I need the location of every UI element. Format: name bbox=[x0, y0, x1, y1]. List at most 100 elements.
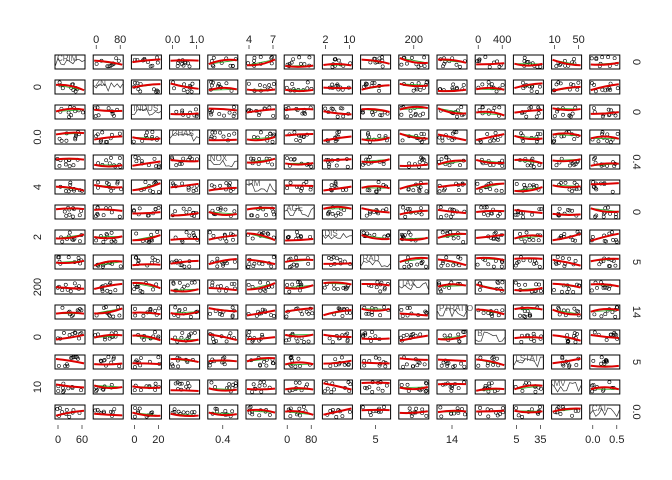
panel bbox=[54, 279, 86, 295]
panel bbox=[436, 79, 468, 95]
panel-frame bbox=[551, 229, 583, 245]
point-decor bbox=[251, 264, 256, 269]
point-decor bbox=[218, 183, 222, 188]
panel bbox=[283, 404, 315, 420]
panel bbox=[283, 179, 315, 195]
panel-frame bbox=[207, 229, 239, 245]
point-decor bbox=[132, 365, 137, 369]
point-decor bbox=[252, 58, 257, 63]
panel-frame bbox=[245, 329, 277, 345]
point-decor bbox=[298, 364, 302, 369]
point-decor bbox=[495, 280, 500, 284]
panel-frame bbox=[436, 329, 468, 345]
point-decor bbox=[344, 187, 349, 192]
point-decor bbox=[558, 81, 563, 86]
point-decor bbox=[363, 331, 368, 336]
point-decor bbox=[106, 106, 111, 111]
panel bbox=[360, 154, 392, 170]
row-tick-label: 0 bbox=[630, 109, 642, 115]
point-decor bbox=[450, 212, 455, 216]
point-decor bbox=[607, 286, 611, 291]
panel-frame bbox=[207, 179, 239, 195]
panel bbox=[169, 354, 201, 370]
point-decor bbox=[155, 88, 159, 93]
point-decor bbox=[232, 131, 237, 136]
point-decor bbox=[291, 57, 296, 62]
smooth-decor bbox=[132, 182, 161, 192]
diagonal-label: NOX bbox=[210, 154, 228, 163]
smooth-decor bbox=[93, 384, 123, 390]
point-decor bbox=[333, 213, 338, 218]
point-decor bbox=[258, 380, 263, 385]
point-decor bbox=[593, 89, 598, 94]
point-decor bbox=[229, 282, 234, 286]
panel bbox=[398, 129, 430, 145]
point-decor bbox=[612, 56, 617, 61]
point-decor bbox=[495, 356, 499, 361]
panel-frame bbox=[436, 379, 468, 395]
point-decor bbox=[606, 205, 610, 210]
point-decor bbox=[345, 339, 350, 344]
point-decor bbox=[486, 213, 490, 218]
smooth-decor bbox=[437, 159, 467, 166]
fit-decor bbox=[514, 235, 543, 239]
point-decor bbox=[265, 231, 270, 236]
panel-frame bbox=[207, 254, 239, 270]
panel: MV bbox=[551, 379, 583, 395]
point-decor bbox=[257, 157, 262, 161]
point-decor bbox=[151, 287, 155, 292]
point-decor bbox=[174, 109, 179, 114]
point-decor bbox=[212, 339, 216, 344]
panel-frame bbox=[589, 229, 621, 245]
smooth-decor bbox=[208, 211, 237, 216]
point-decor bbox=[399, 335, 403, 340]
point-decor bbox=[475, 262, 480, 267]
point-decor bbox=[563, 180, 568, 185]
point-decor bbox=[103, 305, 108, 310]
panel-frame bbox=[398, 329, 430, 345]
smooth-decor bbox=[170, 337, 199, 343]
point-decor bbox=[109, 155, 113, 160]
point-decor bbox=[521, 215, 526, 219]
panel: NOX bbox=[207, 154, 239, 170]
panel-frame bbox=[321, 179, 353, 195]
point-decor bbox=[108, 280, 113, 285]
smooth-decor bbox=[285, 132, 314, 137]
point-decor bbox=[156, 189, 161, 194]
point-decor bbox=[570, 413, 574, 418]
point-decor bbox=[301, 405, 306, 409]
point-decor bbox=[411, 88, 416, 93]
point-decor bbox=[383, 364, 388, 369]
point-decor bbox=[194, 188, 199, 193]
point-decor bbox=[456, 386, 461, 391]
smooth-decor bbox=[476, 110, 505, 117]
point-decor bbox=[74, 134, 78, 138]
point-decor bbox=[385, 233, 390, 238]
smooth-decor bbox=[361, 136, 390, 142]
point-decor bbox=[381, 162, 386, 166]
smooth-decor bbox=[475, 387, 505, 392]
smooth-decor bbox=[246, 157, 276, 164]
diagonal-label: ZN bbox=[95, 79, 106, 88]
panel bbox=[512, 104, 544, 120]
point-decor bbox=[340, 106, 345, 111]
point-decor bbox=[294, 264, 299, 268]
panel-frame bbox=[207, 104, 239, 120]
fit-decor bbox=[361, 137, 390, 140]
smooth-decor bbox=[285, 88, 314, 93]
panel bbox=[283, 54, 315, 70]
point-decor bbox=[209, 83, 214, 88]
point-decor bbox=[413, 111, 418, 116]
smooth-decor bbox=[514, 286, 543, 292]
smooth-decor bbox=[55, 409, 85, 417]
point-decor bbox=[326, 212, 331, 217]
point-decor bbox=[150, 255, 155, 260]
panel-frame bbox=[398, 104, 430, 120]
smooth-decor bbox=[590, 207, 619, 214]
point-decor bbox=[71, 163, 76, 168]
point-decor bbox=[345, 331, 350, 336]
smooth-decor bbox=[590, 283, 620, 288]
point-decor bbox=[136, 156, 141, 161]
point-decor bbox=[527, 381, 532, 386]
